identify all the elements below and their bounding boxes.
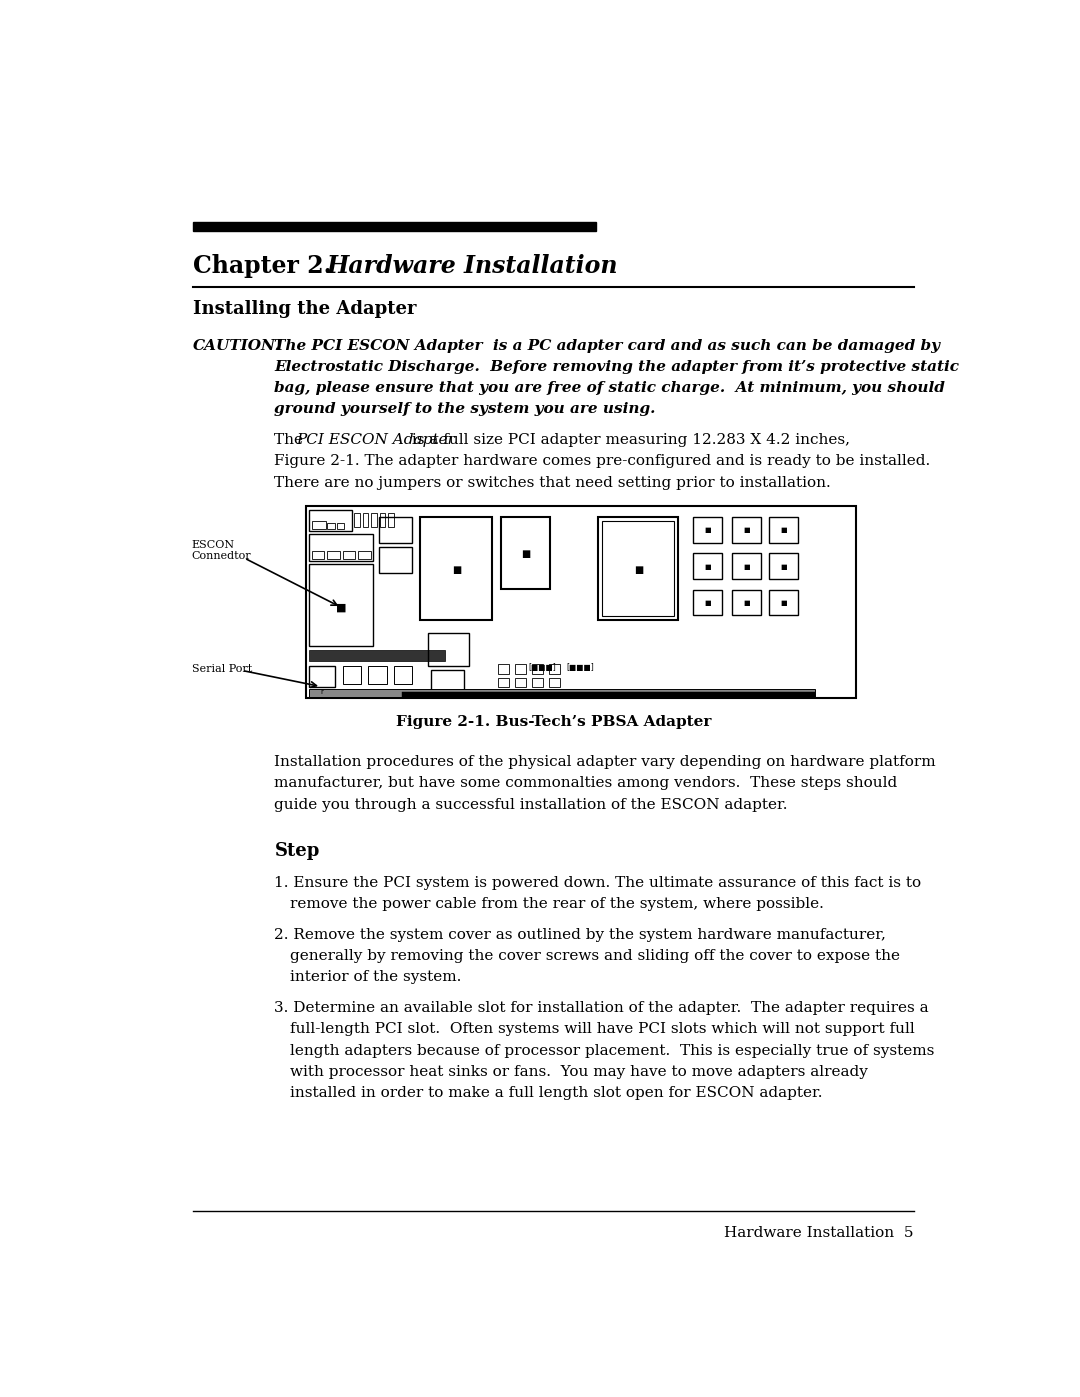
Text: ■: ■ xyxy=(521,549,530,559)
Text: ■: ■ xyxy=(704,599,711,606)
Bar xyxy=(312,550,324,559)
Bar xyxy=(372,513,377,527)
Text: The: The xyxy=(274,433,309,447)
Bar xyxy=(342,666,362,685)
Bar xyxy=(549,678,561,687)
Bar xyxy=(428,633,469,666)
Bar xyxy=(312,521,326,529)
Text: full-length PCI slot.  Often systems will have PCI slots which will not support : full-length PCI slot. Often systems will… xyxy=(291,1023,915,1037)
Bar xyxy=(309,689,814,697)
Bar xyxy=(394,666,413,685)
Bar xyxy=(498,678,510,687)
Bar xyxy=(732,590,761,615)
Text: ■: ■ xyxy=(743,599,750,606)
Text: There are no jumpers or switches that need setting prior to installation.: There are no jumpers or switches that ne… xyxy=(274,475,832,489)
Text: Step: Step xyxy=(274,842,320,859)
Text: ■: ■ xyxy=(781,563,787,570)
Bar xyxy=(379,517,413,542)
Text: Figure 2-1. The adapter hardware comes pre-configured and is ready to be install: Figure 2-1. The adapter hardware comes p… xyxy=(274,454,931,468)
Bar xyxy=(531,678,543,687)
Text: guide you through a successful installation of the ESCON adapter.: guide you through a successful installat… xyxy=(274,798,788,812)
Bar xyxy=(732,553,761,578)
Text: CAUTION!: CAUTION! xyxy=(193,338,283,352)
Bar xyxy=(309,564,373,645)
Text: r: r xyxy=(321,689,323,696)
Text: ■: ■ xyxy=(704,527,711,534)
Bar xyxy=(501,517,550,588)
Text: ESCON
Connedtor: ESCON Connedtor xyxy=(191,539,252,562)
Text: ■: ■ xyxy=(743,563,750,570)
Text: ■: ■ xyxy=(743,527,750,534)
Text: Installing the Adapter: Installing the Adapter xyxy=(193,300,417,319)
Text: installed in order to make a full length slot open for ESCON adapter.: installed in order to make a full length… xyxy=(291,1085,823,1099)
Bar xyxy=(309,534,373,562)
Bar xyxy=(769,517,798,542)
Text: 2. Remove the system cover as outlined by the system hardware manufacturer,: 2. Remove the system cover as outlined b… xyxy=(274,928,887,942)
Text: remove the power cable from the rear of the system, where possible.: remove the power cable from the rear of … xyxy=(291,897,824,911)
Bar xyxy=(354,513,360,527)
Bar xyxy=(193,222,596,231)
Bar xyxy=(420,517,492,620)
Bar xyxy=(309,666,335,687)
Text: length adapters because of processor placement.  This is especially true of syst: length adapters because of processor pla… xyxy=(291,1044,934,1058)
Bar xyxy=(342,550,355,559)
Bar xyxy=(769,590,798,615)
Text: [■■■]: [■■■] xyxy=(567,662,594,672)
Bar xyxy=(309,651,445,661)
Text: ■: ■ xyxy=(634,564,644,574)
Text: 3. Determine an available slot for installation of the adapter.  The adapter req: 3. Determine an available slot for insta… xyxy=(274,1002,929,1016)
Bar xyxy=(403,692,814,697)
Text: Electrostatic Discharge.  Before removing the adapter from it’s protective stati: Electrostatic Discharge. Before removing… xyxy=(274,360,959,374)
Text: Installation procedures of the physical adapter vary depending on hardware platf: Installation procedures of the physical … xyxy=(274,756,936,770)
Bar xyxy=(693,517,723,542)
Bar xyxy=(531,665,543,673)
Bar xyxy=(693,590,723,615)
Text: [■■■]: [■■■] xyxy=(528,662,556,672)
Bar xyxy=(379,548,413,573)
Text: ■: ■ xyxy=(453,564,461,574)
Text: interior of the system.: interior of the system. xyxy=(291,971,461,985)
Bar xyxy=(515,665,526,673)
Bar xyxy=(603,521,674,616)
Bar xyxy=(515,678,526,687)
Text: Hardware Installation  5: Hardware Installation 5 xyxy=(725,1227,914,1241)
Text: manufacturer, but have some commonalties among vendors.  These steps should: manufacturer, but have some commonalties… xyxy=(274,777,897,791)
Text: ■: ■ xyxy=(781,527,787,534)
Bar xyxy=(498,665,510,673)
Bar xyxy=(693,553,723,578)
Bar xyxy=(380,513,386,527)
Bar xyxy=(337,524,345,529)
Bar xyxy=(359,550,370,559)
Bar xyxy=(327,550,339,559)
Bar xyxy=(389,513,394,527)
Bar xyxy=(327,524,335,529)
Text: Figure 2-1. Bus-Tech’s PBSA Adapter: Figure 2-1. Bus-Tech’s PBSA Adapter xyxy=(395,715,712,729)
Text: ■: ■ xyxy=(781,599,787,606)
Bar xyxy=(769,553,798,578)
Text: ■: ■ xyxy=(704,563,711,570)
Bar xyxy=(309,690,335,698)
Text: The PCI ESCON Adapter  is a PC adapter card and as such can be damaged by: The PCI ESCON Adapter is a PC adapter ca… xyxy=(274,338,941,352)
Bar xyxy=(309,510,352,531)
Text: Hardware Installation: Hardware Installation xyxy=(326,254,618,278)
Text: with processor heat sinks or fans.  You may have to move adapters already: with processor heat sinks or fans. You m… xyxy=(291,1065,868,1078)
Bar xyxy=(431,671,464,696)
Text: 1. Ensure the PCI system is powered down. The ultimate assurance of this fact is: 1. Ensure the PCI system is powered down… xyxy=(274,876,921,890)
Bar xyxy=(549,665,561,673)
Text: PCI ESCON Adapter: PCI ESCON Adapter xyxy=(297,433,456,447)
Text: is a full size PCI adapter measuring 12.283 X 4.2 inches,: is a full size PCI adapter measuring 12.… xyxy=(407,433,850,447)
Bar xyxy=(732,517,761,542)
Text: generally by removing the cover screws and sliding off the cover to expose the: generally by removing the cover screws a… xyxy=(291,949,900,963)
Text: Serial Port: Serial Port xyxy=(191,664,252,673)
Text: ■: ■ xyxy=(336,602,347,612)
Text: ground yourself to the system you are using.: ground yourself to the system you are us… xyxy=(274,402,656,416)
Bar xyxy=(368,666,387,685)
Text: bag, please ensure that you are free of static charge.  At minimum, you should: bag, please ensure that you are free of … xyxy=(274,381,945,395)
Text: Chapter 2.: Chapter 2. xyxy=(193,254,340,278)
Bar xyxy=(363,513,368,527)
Bar xyxy=(598,517,678,620)
Bar xyxy=(306,506,855,698)
